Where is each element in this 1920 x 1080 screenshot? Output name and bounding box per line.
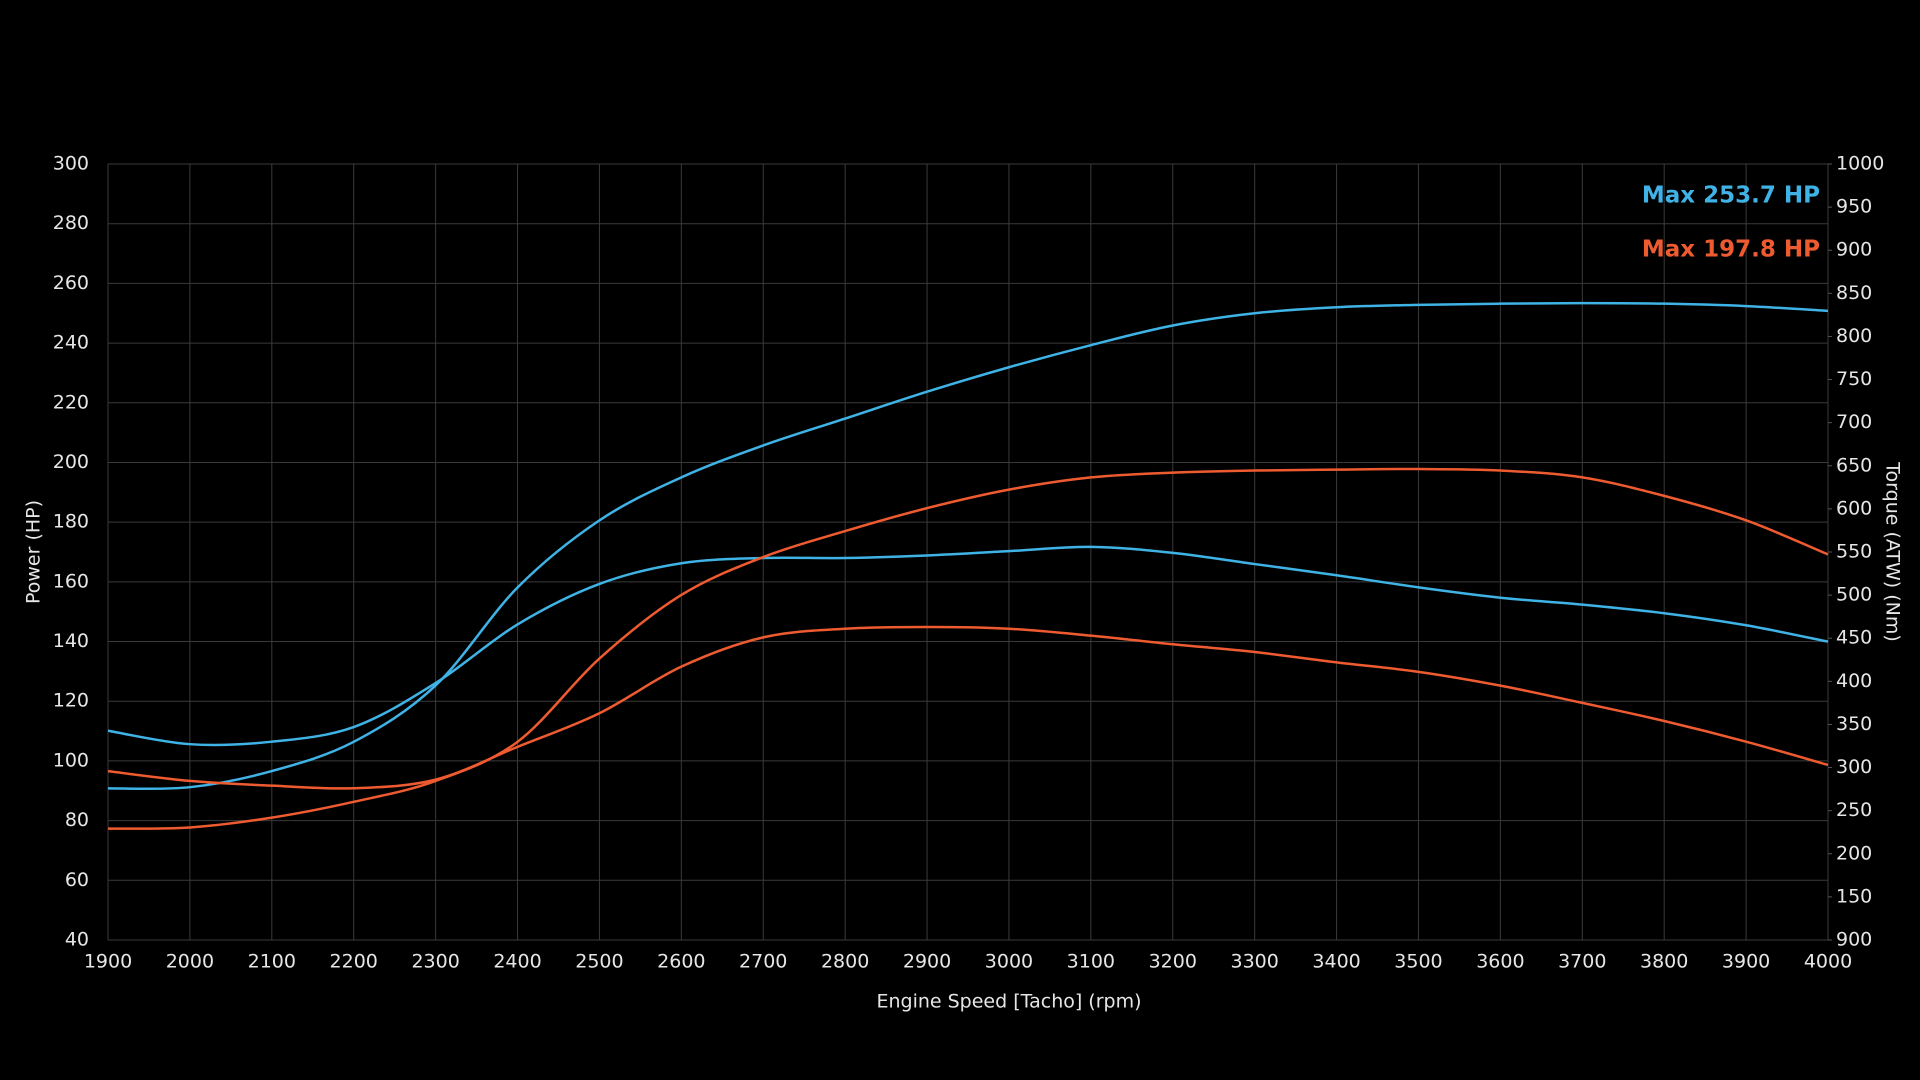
x-tick-label: 2700 [739, 951, 787, 973]
y-tick-label: 80 [65, 809, 89, 831]
y2-tick-label: 900 [1836, 929, 1872, 951]
x-tick-label: 2300 [411, 951, 459, 973]
x-tick-label: 3100 [1067, 951, 1115, 973]
y2-tick-label: 300 [1836, 756, 1872, 778]
x-tick-label: 2000 [166, 951, 214, 973]
y-tick-label: 40 [65, 929, 89, 951]
y-tick-label: 280 [53, 212, 89, 234]
y2-tick-label: 400 [1836, 670, 1872, 692]
annotation: Max 253.7 HP [1642, 183, 1820, 209]
y2-tick-label: 500 [1836, 584, 1872, 606]
y2-tick-label: 450 [1836, 627, 1872, 649]
y2-tick-label: 1000 [1836, 153, 1884, 175]
y2-tick-label: 550 [1836, 541, 1872, 563]
y-tick-label: 240 [53, 332, 89, 354]
y-tick-label: 180 [53, 511, 89, 533]
y2-tick-label: 900 [1836, 239, 1872, 261]
x-tick-label: 3700 [1558, 951, 1606, 973]
y2-tick-label: 950 [1836, 196, 1872, 218]
y2-tick-label: 750 [1836, 368, 1872, 390]
y2-axis-title: Torque (ATW) (Nm) [1882, 461, 1904, 642]
x-tick-label: 4000 [1804, 951, 1852, 973]
x-tick-label: 1900 [84, 951, 132, 973]
y2-tick-label: 700 [1836, 411, 1872, 433]
data-line [107, 545, 1829, 747]
y-tick-label: 140 [53, 630, 89, 652]
data-line [107, 301, 1829, 791]
annotation: Max 197.8 HP [1642, 237, 1820, 263]
x-tick-label: 2400 [493, 951, 541, 973]
y-tick-label: 160 [53, 570, 89, 592]
x-tick-label: 2200 [330, 951, 378, 973]
x-tick-label: 2900 [903, 951, 951, 973]
y2-tick-label: 200 [1836, 842, 1872, 864]
x-axis-title: Engine Speed [Tacho] (rpm) [876, 991, 1141, 1013]
x-tick-label: 2100 [248, 951, 296, 973]
y-tick-label: 120 [53, 690, 89, 712]
x-tick-label: 3800 [1640, 951, 1688, 973]
y2-tick-label: 250 [1836, 799, 1872, 821]
y-tick-label: 100 [53, 749, 89, 771]
x-tick-label: 3400 [1312, 951, 1360, 973]
x-tick-label: 3300 [1230, 951, 1278, 973]
y-axis-title: Power (HP) [23, 500, 45, 604]
y-tick-label: 220 [53, 391, 89, 413]
data-line [107, 625, 1829, 790]
y-tick-label: 60 [65, 869, 89, 891]
y2-tick-label: 650 [1836, 454, 1872, 476]
x-tick-label: 3500 [1394, 951, 1442, 973]
x-tick-label: 2800 [821, 951, 869, 973]
y2-tick-label: 150 [1836, 885, 1872, 907]
y2-tick-label: 850 [1836, 282, 1872, 304]
y2-tick-label: 600 [1836, 497, 1872, 519]
x-tick-label: 2600 [657, 951, 705, 973]
y2-tick-label: 800 [1836, 325, 1872, 347]
y-tick-label: 260 [53, 272, 89, 294]
x-tick-label: 3900 [1722, 951, 1770, 973]
y-tick-label: 200 [53, 451, 89, 473]
data-line [107, 467, 1829, 830]
x-tick-label: 2500 [575, 951, 623, 973]
y-tick-label: 300 [53, 153, 89, 175]
x-tick-label: 3600 [1476, 951, 1524, 973]
x-tick-label: 3200 [1149, 951, 1197, 973]
x-tick-label: 3000 [985, 951, 1033, 973]
y2-tick-label: 350 [1836, 713, 1872, 735]
